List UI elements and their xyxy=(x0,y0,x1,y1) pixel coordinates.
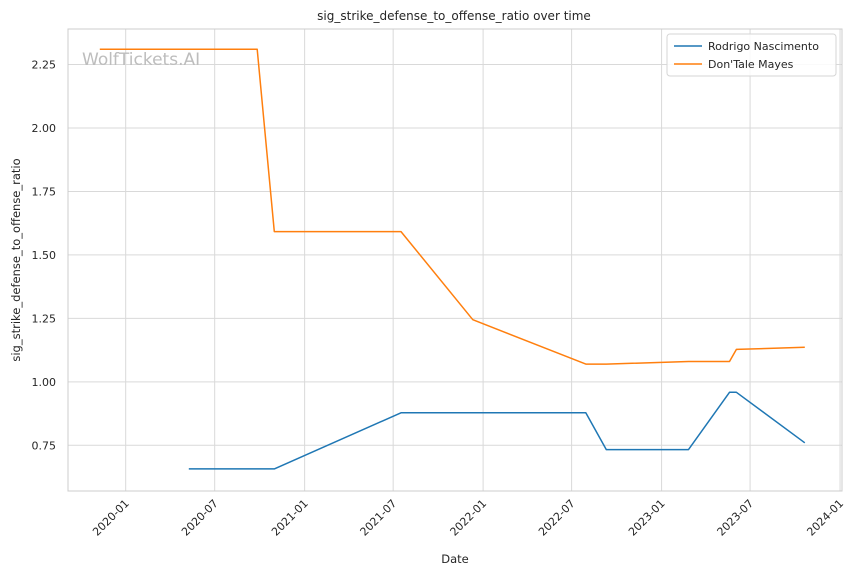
legend-label-rodrigo-nascimento: Rodrigo Nascimento xyxy=(708,40,819,53)
chart-title: sig_strike_defense_to_offense_ratio over… xyxy=(317,9,591,23)
series-layer xyxy=(99,48,806,470)
legend-label-dontale-mayes: Don'Tale Mayes xyxy=(708,58,794,71)
x-axis-label: Date xyxy=(441,552,469,566)
plot-area-frame xyxy=(67,28,843,492)
y-axis-label: sig_strike_defense_to_offense_ratio xyxy=(9,158,23,361)
x-tick-label: 2021-01 xyxy=(269,497,311,539)
x-tick-label: 2023-01 xyxy=(626,497,668,539)
series-line-rodrigo-nascimento xyxy=(188,391,806,470)
y-tick-labels: 0.75 1.00 1.25 1.50 1.75 2.00 2.25 xyxy=(32,59,57,453)
legend-frame xyxy=(666,33,837,77)
grid-lines xyxy=(68,29,842,491)
y-tick-label: 1.50 xyxy=(32,249,57,262)
x-tick-label: 2021-07 xyxy=(358,497,400,539)
x-tick-label: 2020-07 xyxy=(179,497,221,539)
x-tick-label: 2022-07 xyxy=(536,497,578,539)
x-tick-label: 2024-01 xyxy=(804,497,846,539)
y-tick-label: 0.75 xyxy=(32,439,57,452)
y-tick-label: 1.00 xyxy=(32,376,57,389)
x-tick-label: 2022-01 xyxy=(448,497,490,539)
y-tick-label: 2.00 xyxy=(32,122,57,135)
x-tick-label: 2023-07 xyxy=(715,497,757,539)
y-tick-label: 2.25 xyxy=(32,59,57,72)
x-tick-label: 2020-01 xyxy=(90,497,132,539)
y-tick-label: 1.25 xyxy=(32,312,57,325)
y-tick-label: 1.75 xyxy=(32,185,57,198)
legend: Rodrigo Nascimento Don'Tale Mayes xyxy=(666,33,837,77)
series-line-don-tale-mayes xyxy=(99,48,805,365)
watermark-text: WolfTickets.AI xyxy=(82,50,200,70)
x-tick-labels: 2020-01 2020-07 2021-01 2021-07 2022-01 2022-… xyxy=(90,497,846,539)
